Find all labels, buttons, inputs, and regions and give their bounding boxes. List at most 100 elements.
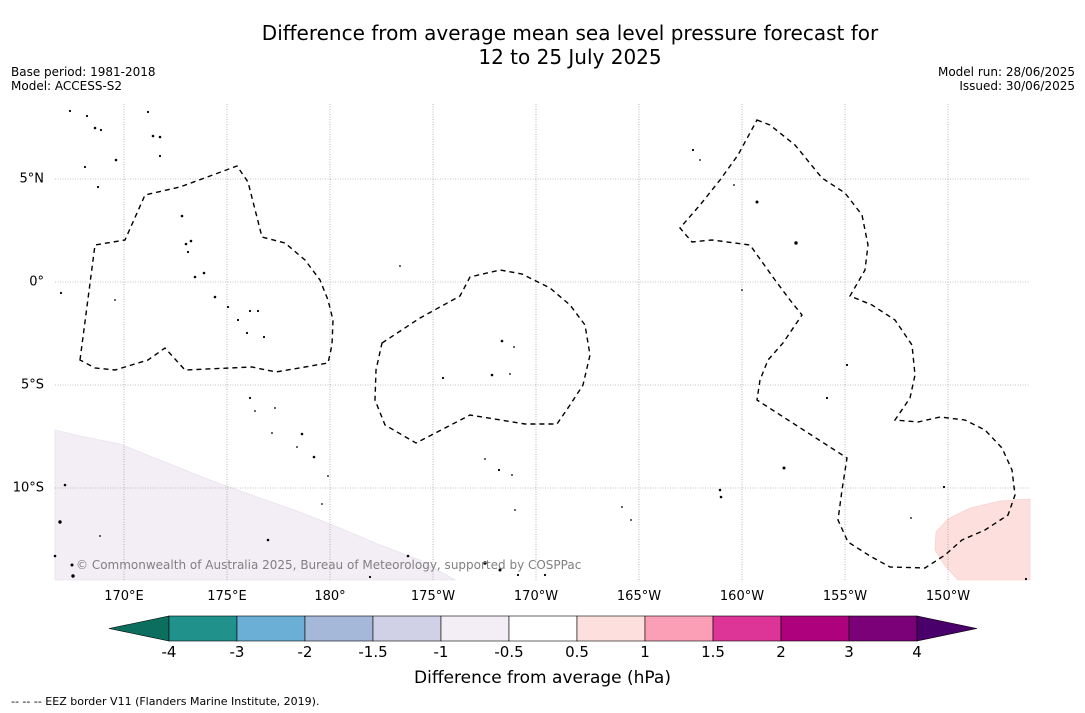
colorbar-segment bbox=[236, 615, 306, 642]
colorbar-tick: -2 bbox=[297, 643, 313, 661]
model-name: Model: ACCESS-S2 bbox=[11, 79, 123, 93]
island bbox=[266, 538, 270, 542]
model-run: Model run: 28/06/2025 bbox=[937, 65, 1075, 79]
island bbox=[70, 563, 74, 567]
eez-borders bbox=[79, 119, 1016, 569]
meta-right: Model run: 28/06/2025 Issued: 30/06/2025 bbox=[938, 65, 1075, 93]
island bbox=[327, 475, 329, 477]
island bbox=[202, 271, 206, 275]
colorbar-segment bbox=[780, 615, 850, 642]
island bbox=[53, 554, 57, 558]
island bbox=[254, 410, 256, 412]
colorbar-tick: 1 bbox=[640, 643, 650, 661]
island bbox=[59, 291, 63, 295]
lon-label-170w: 170°W bbox=[513, 589, 559, 604]
island bbox=[180, 214, 184, 218]
colorbar-tick: -4 bbox=[161, 643, 177, 661]
base-period: Base period: 1981-2018 bbox=[11, 65, 156, 79]
island bbox=[68, 109, 72, 113]
colorbar-max-arrow bbox=[916, 615, 978, 642]
island bbox=[514, 509, 516, 511]
island bbox=[213, 295, 217, 299]
eez-line-islands bbox=[679, 119, 1016, 569]
colorbar-tick: 2 bbox=[776, 643, 786, 661]
island bbox=[186, 250, 190, 254]
island bbox=[312, 455, 316, 459]
island bbox=[99, 128, 103, 132]
colorbar-tick: -1 bbox=[433, 643, 449, 661]
island bbox=[516, 573, 520, 577]
colorbar-segment bbox=[304, 615, 374, 642]
map-title: Difference from average mean sea level p… bbox=[0, 21, 1085, 69]
issued-date: Issued: 30/06/2025 bbox=[959, 79, 1075, 93]
eez-phoenix bbox=[374, 269, 591, 444]
positive-anomaly-region bbox=[934, 498, 1031, 581]
colorbar-segment bbox=[372, 615, 442, 642]
colorbar-label: Difference from average (hPa) bbox=[414, 668, 671, 688]
island bbox=[733, 184, 735, 186]
island bbox=[825, 396, 829, 400]
island bbox=[406, 554, 410, 558]
gridlines bbox=[55, 104, 1030, 580]
island bbox=[483, 561, 487, 565]
copyright-notice: © Commonwealth of Australia 2025, Bureau… bbox=[76, 558, 582, 572]
island bbox=[621, 506, 623, 508]
island bbox=[256, 309, 260, 313]
island bbox=[248, 309, 252, 313]
islands bbox=[53, 109, 1028, 581]
lon-label-175w: 175°W bbox=[410, 589, 456, 604]
island bbox=[755, 200, 759, 204]
colorbar-tick: 0.5 bbox=[565, 643, 589, 661]
island bbox=[189, 239, 193, 243]
lon-label-160w: 160°W bbox=[719, 589, 765, 604]
island bbox=[719, 495, 723, 499]
island bbox=[245, 331, 249, 335]
island bbox=[248, 396, 252, 400]
island bbox=[1024, 577, 1028, 581]
lon-label-150w: 150°W bbox=[925, 589, 971, 604]
island bbox=[942, 485, 946, 489]
island bbox=[71, 574, 75, 578]
colorbar-tick: -3 bbox=[229, 643, 245, 661]
colorbar-segment bbox=[644, 615, 714, 642]
island bbox=[151, 134, 155, 138]
island bbox=[63, 483, 67, 487]
island bbox=[114, 299, 116, 301]
colorbar-segment bbox=[168, 615, 238, 642]
island bbox=[543, 573, 547, 577]
island bbox=[845, 363, 849, 367]
island bbox=[58, 520, 62, 524]
island bbox=[99, 535, 101, 537]
island bbox=[158, 154, 162, 158]
island bbox=[497, 468, 501, 472]
island bbox=[794, 241, 798, 245]
island bbox=[184, 242, 188, 246]
lon-label-175e: 175°E bbox=[207, 589, 247, 604]
island bbox=[718, 488, 722, 492]
island bbox=[226, 305, 230, 309]
island bbox=[96, 185, 100, 189]
lat-label-5n: 5°N bbox=[19, 171, 45, 187]
colorbar-segment bbox=[576, 615, 646, 642]
colorbar-tick: -0.5 bbox=[494, 643, 524, 661]
island bbox=[300, 432, 304, 436]
island bbox=[490, 373, 494, 377]
lon-label-170e: 170°E bbox=[104, 589, 144, 604]
island bbox=[262, 335, 266, 339]
negative-anomaly-region bbox=[54, 429, 457, 581]
colorbar-segment bbox=[712, 615, 782, 642]
island bbox=[782, 466, 786, 470]
island bbox=[484, 458, 486, 460]
island bbox=[441, 376, 445, 380]
island bbox=[368, 575, 372, 579]
island bbox=[699, 159, 701, 161]
island bbox=[114, 158, 118, 162]
island bbox=[85, 114, 89, 118]
lat-label-10s: 10°S bbox=[12, 480, 44, 496]
island bbox=[741, 289, 743, 291]
lon-label-180: 180° bbox=[314, 589, 346, 604]
title-line-2: 12 to 25 July 2025 bbox=[478, 45, 662, 69]
island bbox=[399, 265, 401, 267]
island bbox=[500, 339, 504, 343]
